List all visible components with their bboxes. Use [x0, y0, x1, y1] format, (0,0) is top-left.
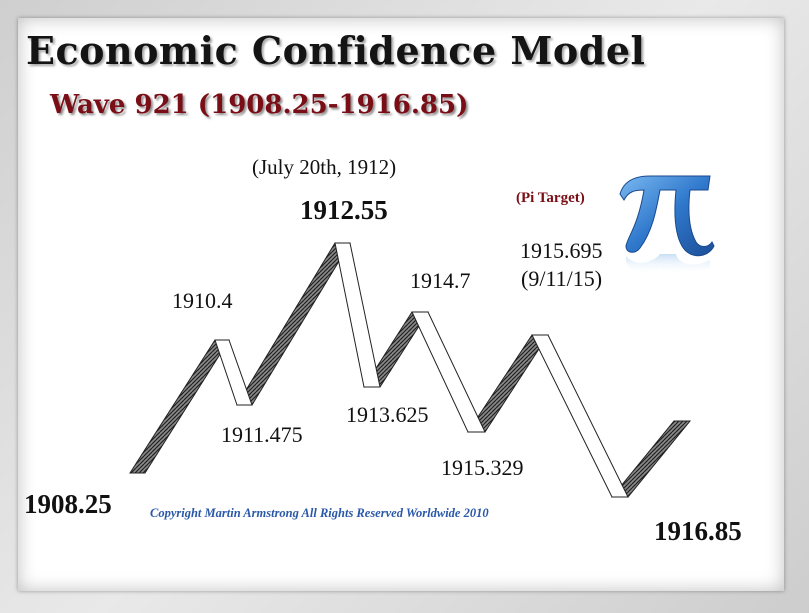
wave-down-leg-3	[411, 311, 486, 433]
label-trough-1913: 1913.625	[346, 402, 429, 427]
label-peak-date-1912: (July 20th, 1912)	[252, 155, 397, 179]
pi-symbol-icon	[619, 175, 715, 275]
wave-up-leg-2	[236, 242, 351, 406]
label-start-1908: 1908.25	[24, 489, 112, 519]
label-pi-target: (Pi Target)	[516, 190, 585, 206]
label-peak-1912: 1912.55	[300, 195, 388, 225]
wave-up-leg-5	[610, 420, 692, 498]
wave-down-leg-4	[531, 334, 629, 498]
wave-subtitle: Wave 921 (1908.25-1916.85)	[50, 90, 469, 120]
page-title: Economic Confidence Model	[26, 28, 646, 73]
label-peak-1910: 1910.4	[172, 288, 233, 313]
label-peak-1914: 1914.7	[410, 268, 471, 293]
copyright-notice: Copyright Martin Armstrong All Rights Re…	[150, 506, 489, 520]
label-pi-value: 1915.695	[520, 238, 603, 263]
diagram-panel	[18, 18, 784, 591]
wave-down-leg-1	[214, 339, 253, 406]
wave-up-leg-4	[467, 334, 549, 433]
label-end-1916: 1916.85	[654, 516, 742, 546]
wave-up-leg-1	[129, 339, 230, 474]
label-trough-1911: 1911.475	[221, 422, 303, 447]
label-pi-date: (9/11/15)	[521, 266, 603, 291]
wave-down-leg-2	[334, 242, 381, 388]
label-trough-1915: 1915.329	[441, 455, 524, 480]
